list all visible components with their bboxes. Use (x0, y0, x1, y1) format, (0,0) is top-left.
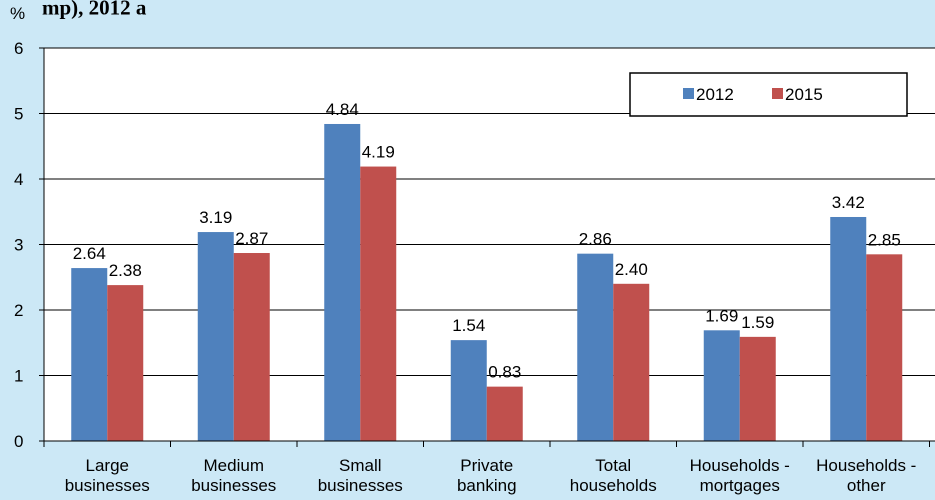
bar-2012-4 (577, 253, 614, 441)
data-label: 1.54 (452, 316, 485, 335)
category-label: Medium (204, 456, 264, 475)
y-axis-unit-label: % (10, 4, 25, 23)
category-label: Total (595, 456, 631, 475)
category-label: Private (460, 456, 513, 475)
y-tick-label: 5 (14, 105, 23, 124)
category-label: Small (339, 456, 382, 475)
bar-2012-2 (324, 123, 361, 441)
category-label: businesses (318, 476, 403, 495)
data-label: 4.84 (326, 100, 359, 119)
data-label: 1.59 (741, 313, 774, 332)
category-label: other (847, 476, 886, 495)
bar-2015-3 (486, 386, 523, 441)
category-label: businesses (191, 476, 276, 495)
bar-2012-5 (703, 330, 740, 441)
labels-group: 2.642.38Largebusinesses3.192.87Mediumbus… (65, 100, 917, 495)
axes-group: 0 1 2 3 4 5 6 (14, 39, 935, 451)
category-label: Households - (690, 456, 790, 475)
bar-2012-0 (71, 268, 108, 441)
data-label: 0.83 (488, 363, 521, 382)
legend-box (629, 72, 908, 117)
y-tick-label: 2 (14, 301, 23, 320)
data-label: 3.19 (199, 208, 232, 227)
data-label: 2.38 (109, 261, 142, 280)
data-label: 3.42 (832, 193, 865, 212)
legend: 2012 2015 (629, 72, 908, 117)
category-label: businesses (65, 476, 150, 495)
legend-swatch-2012 (683, 88, 694, 99)
data-label: 1.69 (705, 306, 738, 325)
bar-2015-4 (613, 283, 650, 441)
y-tick-label: 6 (14, 39, 23, 58)
bar-2012-3 (450, 340, 487, 441)
category-label: banking (457, 476, 517, 495)
y-tick-label: 1 (14, 367, 23, 386)
bar-2015-0 (107, 285, 144, 441)
data-label: 4.19 (362, 143, 395, 162)
category-label: Households - (816, 456, 916, 475)
data-label: 2.86 (579, 230, 612, 249)
category-label: Large (86, 456, 129, 475)
data-label: 2.40 (615, 260, 648, 279)
bar-2015-5 (739, 336, 776, 441)
data-label: 2.85 (868, 230, 901, 249)
gridlines (44, 47, 935, 376)
data-label: 2.87 (235, 229, 268, 248)
bar-2015-1 (233, 253, 270, 441)
data-label: 2.64 (73, 244, 106, 263)
bar-2015-2 (360, 166, 397, 441)
legend-label: 2015 (785, 85, 823, 104)
bar-2012-6 (830, 216, 867, 441)
category-label: mortgages (700, 476, 780, 495)
y-tick-label: 4 (14, 170, 23, 189)
y-tick-label: 0 (14, 432, 23, 451)
legend-swatch-2015 (772, 88, 783, 99)
bar-2012-1 (197, 232, 234, 441)
category-label: households (570, 476, 657, 495)
bars-group (71, 123, 903, 441)
bar-2015-6 (866, 254, 903, 441)
chart-title-fragment: mp), 2012 a (42, 0, 147, 20)
y-tick-label: 3 (14, 236, 23, 255)
legend-label: 2012 (696, 85, 734, 104)
